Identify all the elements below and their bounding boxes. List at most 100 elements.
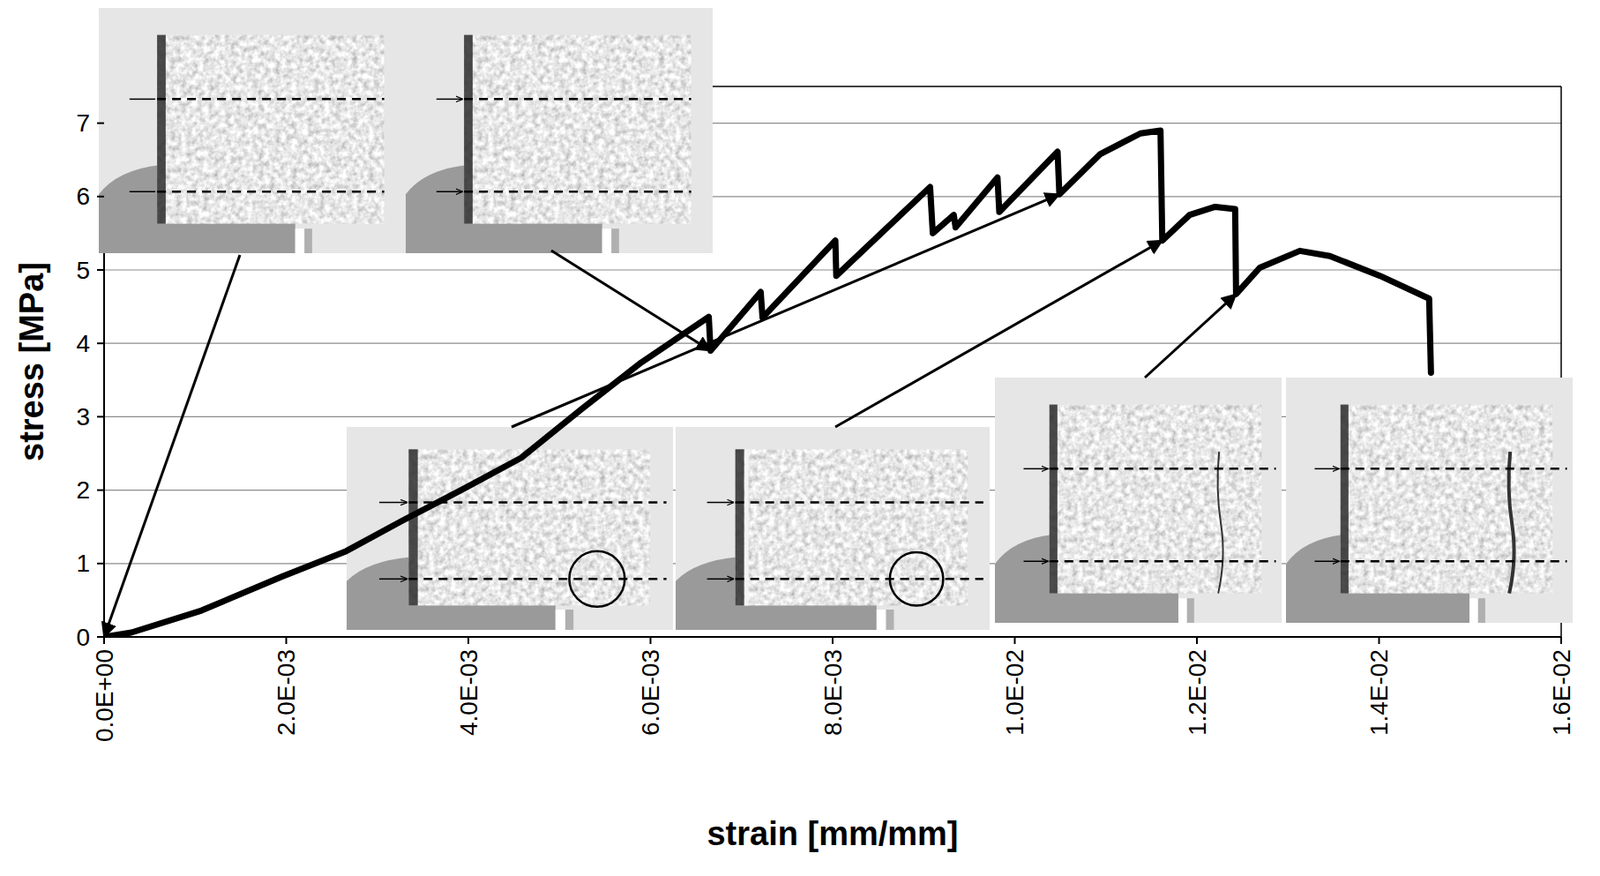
gauge-line [157, 97, 385, 101]
gauge-line [1049, 560, 1277, 563]
y-axis-title: stress [MPa] [13, 261, 51, 462]
grid-line [104, 343, 1562, 344]
x-tick-label: 1.6E-02 [1547, 649, 1576, 736]
chart: 0.0E+002.0E-034.0E-036.0E-038.0E-031.0E-… [0, 0, 1600, 876]
platen-edge [304, 228, 313, 254]
gauge-line [463, 190, 692, 194]
specimen-edge [157, 35, 166, 225]
y-tick-label: 0 [75, 623, 90, 651]
y-tick-label: 6 [75, 182, 90, 210]
gauge-line [735, 500, 984, 504]
separation-gap [744, 448, 748, 606]
y-tick [97, 489, 105, 492]
leader-arrow [1144, 293, 1236, 378]
gauge-line [157, 190, 385, 194]
specimen-edge [463, 35, 473, 225]
x-tick-label: 6.0E-03 [636, 649, 665, 736]
gauge-pointer [129, 190, 156, 193]
platen-gap [295, 228, 305, 254]
inset-background [994, 377, 1282, 623]
specimen-edge [1340, 404, 1349, 594]
gauge-pointer [436, 98, 463, 101]
gauge-pointer [379, 501, 407, 504]
specimen [463, 35, 692, 225]
x-tick-label: 1.0E-02 [1001, 649, 1029, 736]
photo-inset [405, 7, 713, 254]
crack [1509, 451, 1515, 594]
y-tick [97, 342, 105, 344]
gauge-line [735, 577, 984, 581]
x-tick [1378, 636, 1381, 644]
x-tick [1014, 636, 1017, 644]
gauge-line [463, 97, 692, 101]
gauge-line [1340, 467, 1568, 471]
platen-gap [1178, 598, 1188, 623]
gauge-pointer [379, 578, 407, 581]
y-tick [97, 635, 105, 638]
gauge-line [1340, 560, 1568, 563]
y-tick [97, 415, 105, 418]
x-tick [285, 636, 288, 644]
data-area [104, 130, 1431, 637]
gauge-line [408, 577, 666, 581]
x-tick [650, 636, 652, 644]
ticks: 0.0E+002.0E-034.0E-036.0E-038.0E-031.0E-… [75, 109, 1575, 742]
platen-edge [611, 228, 620, 254]
platen-gap [876, 609, 887, 630]
y-tick [97, 122, 105, 125]
photo-inset [98, 7, 406, 254]
y-tick-label: 5 [75, 256, 90, 285]
specimen [1340, 404, 1554, 594]
gauge-line [1049, 467, 1277, 471]
y-tick [97, 195, 105, 198]
photo-inset [1285, 377, 1573, 623]
x-tick [467, 636, 470, 644]
platen-gap [555, 609, 566, 630]
gauge-pointer [707, 578, 734, 581]
x-tick [103, 636, 105, 644]
platen-edge [565, 609, 574, 630]
leader-arrow [511, 194, 1060, 427]
gauge-line [408, 500, 666, 504]
y-tick-label: 7 [75, 109, 90, 137]
gauge-pointer [1315, 560, 1339, 562]
photo-inset [675, 426, 990, 630]
photo-inset [346, 426, 673, 630]
y-tick-label: 1 [75, 549, 90, 577]
platen-edge [886, 609, 895, 630]
gauge-pointer [129, 98, 156, 101]
leader-arrows [104, 194, 1236, 637]
x-tick-label: 0.0E+00 [90, 649, 119, 742]
x-tick [1560, 636, 1563, 644]
specimen [1049, 404, 1263, 594]
inset-background [346, 426, 673, 630]
x-tick-label: 1.2E-02 [1183, 649, 1212, 736]
x-tick-label: 4.0E-03 [455, 649, 483, 736]
x-tick [831, 636, 834, 644]
x-tick-label: 2.0E-03 [272, 649, 300, 736]
x-tick [1196, 636, 1198, 644]
specimen [408, 448, 651, 606]
y-tick [97, 269, 105, 271]
crack [1218, 451, 1224, 594]
y-tick-label: 3 [75, 403, 90, 431]
gauge-pointer [707, 501, 734, 504]
gauge-pointer [436, 190, 463, 193]
x-axis-title: strain [mm/mm] [706, 814, 958, 853]
specimen-edge [735, 448, 745, 606]
gauge-pointer [1315, 468, 1339, 471]
specimen [157, 35, 385, 225]
y-tick-label: 2 [75, 476, 90, 504]
inset-background [98, 7, 406, 254]
specimen-edge [408, 448, 418, 606]
platen-edge [1478, 598, 1486, 623]
specimen [735, 448, 968, 606]
crack-circle [889, 552, 944, 606]
platen-edge [1187, 598, 1195, 623]
leader-arrow [104, 254, 240, 637]
leader-arrow [835, 240, 1163, 427]
stress-strain-curve [104, 130, 1431, 637]
grid-line [104, 269, 1562, 270]
leader-arrow [551, 250, 711, 352]
inset-background [675, 426, 990, 630]
